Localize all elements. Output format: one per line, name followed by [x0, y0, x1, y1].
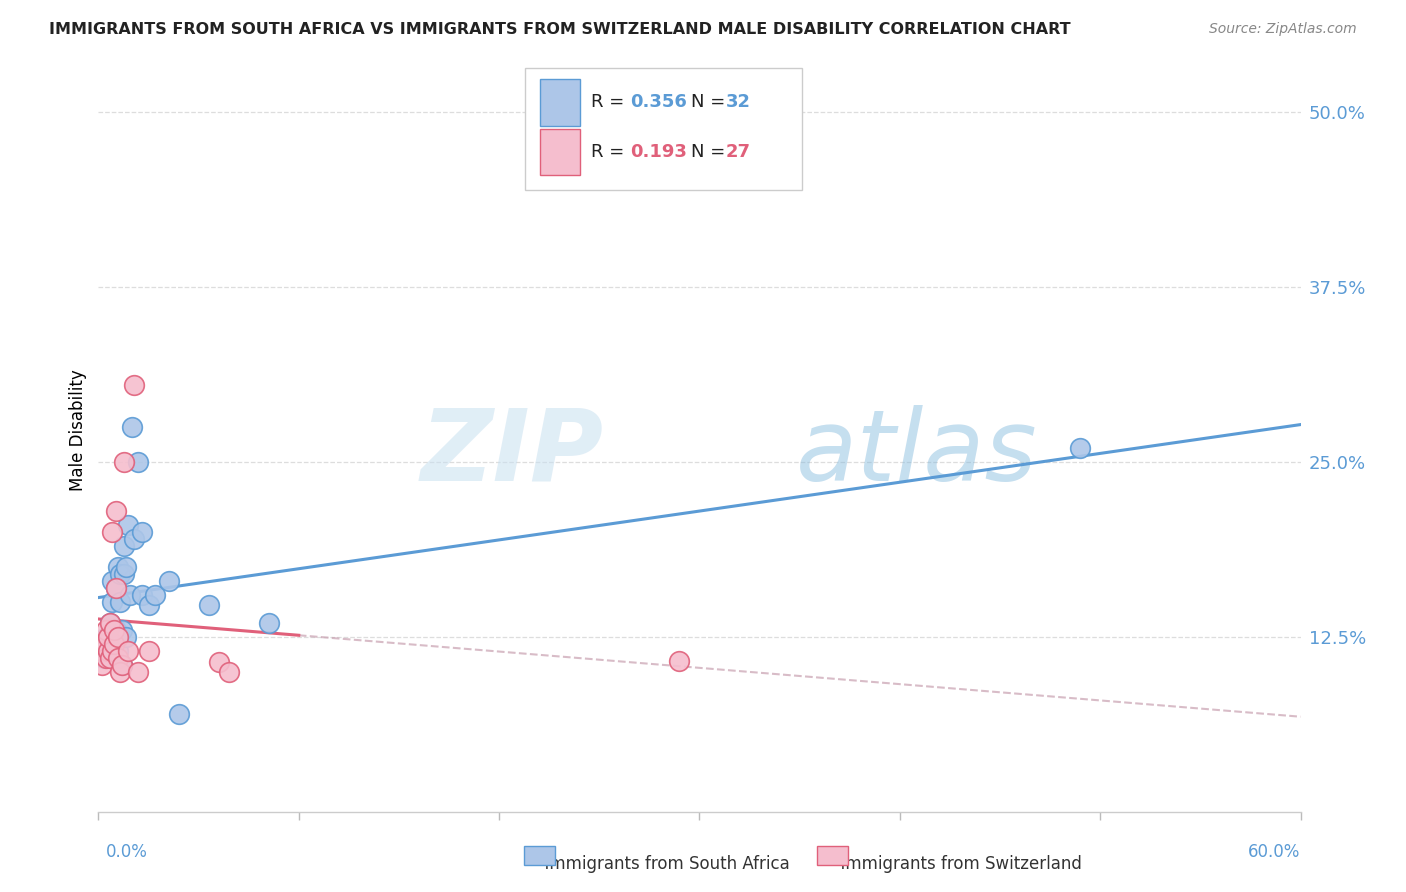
Point — [167, 706, 190, 721]
Point — [105, 623, 128, 637]
Text: N =: N = — [692, 143, 731, 161]
Point — [131, 588, 153, 602]
Text: N =: N = — [692, 94, 731, 112]
Point — [107, 630, 129, 644]
FancyBboxPatch shape — [526, 68, 801, 190]
Text: 60.0%: 60.0% — [1249, 843, 1301, 861]
Text: Source: ZipAtlas.com: Source: ZipAtlas.com — [1209, 22, 1357, 37]
Text: IMMIGRANTS FROM SOUTH AFRICA VS IMMIGRANTS FROM SWITZERLAND MALE DISABILITY CORR: IMMIGRANTS FROM SOUTH AFRICA VS IMMIGRAN… — [49, 22, 1071, 37]
Text: 0.356: 0.356 — [630, 94, 686, 112]
Text: R =: R = — [592, 94, 630, 112]
Point — [100, 615, 122, 630]
Point — [97, 644, 120, 658]
Point — [103, 637, 125, 651]
Point — [128, 665, 150, 679]
Point — [103, 637, 125, 651]
Point — [91, 644, 114, 658]
Point — [124, 378, 146, 392]
Text: Immigrants from South Africa: Immigrants from South Africa — [534, 855, 790, 872]
Y-axis label: Male Disability: Male Disability — [69, 369, 87, 491]
Point — [97, 630, 120, 644]
Point — [117, 517, 139, 532]
Point — [96, 650, 118, 665]
Text: ZIP: ZIP — [420, 405, 603, 502]
Point — [111, 657, 134, 672]
Point — [120, 588, 142, 602]
Point — [107, 644, 129, 658]
Point — [107, 559, 129, 574]
Point — [114, 539, 136, 553]
Point — [208, 655, 231, 669]
Point — [257, 615, 280, 630]
Point — [100, 650, 122, 665]
Point — [143, 588, 166, 602]
Point — [96, 630, 118, 644]
Point — [107, 650, 129, 665]
Point — [105, 504, 128, 518]
Point — [218, 665, 240, 679]
Point — [138, 644, 160, 658]
Point — [101, 574, 124, 588]
Text: R =: R = — [592, 143, 630, 161]
Text: 32: 32 — [725, 94, 751, 112]
Point — [668, 654, 690, 668]
Text: atlas: atlas — [796, 405, 1038, 502]
Point — [105, 581, 128, 595]
Text: Immigrants from Switzerland: Immigrants from Switzerland — [830, 855, 1081, 872]
Point — [101, 524, 124, 539]
Point — [1069, 441, 1091, 455]
Point — [105, 581, 128, 595]
Point — [128, 455, 150, 469]
Point — [101, 644, 124, 658]
FancyBboxPatch shape — [540, 128, 581, 176]
Point — [111, 623, 134, 637]
Point — [103, 623, 125, 637]
Point — [115, 630, 138, 644]
Point — [91, 657, 114, 672]
Point — [114, 566, 136, 581]
Point — [93, 637, 115, 651]
Point — [131, 524, 153, 539]
FancyBboxPatch shape — [540, 79, 581, 126]
Point — [110, 665, 132, 679]
Point — [121, 420, 143, 434]
Point — [124, 532, 146, 546]
Text: 0.193: 0.193 — [630, 143, 686, 161]
Point — [111, 657, 134, 672]
Point — [100, 615, 122, 630]
Point — [138, 598, 160, 612]
Point — [110, 566, 132, 581]
Point — [117, 644, 139, 658]
Point — [114, 455, 136, 469]
Point — [110, 595, 132, 609]
Point — [101, 595, 124, 609]
Point — [96, 623, 118, 637]
Point — [115, 559, 138, 574]
Point — [157, 574, 180, 588]
Text: 0.0%: 0.0% — [105, 843, 148, 861]
Text: 27: 27 — [725, 143, 751, 161]
Point — [197, 598, 219, 612]
Point — [93, 650, 115, 665]
